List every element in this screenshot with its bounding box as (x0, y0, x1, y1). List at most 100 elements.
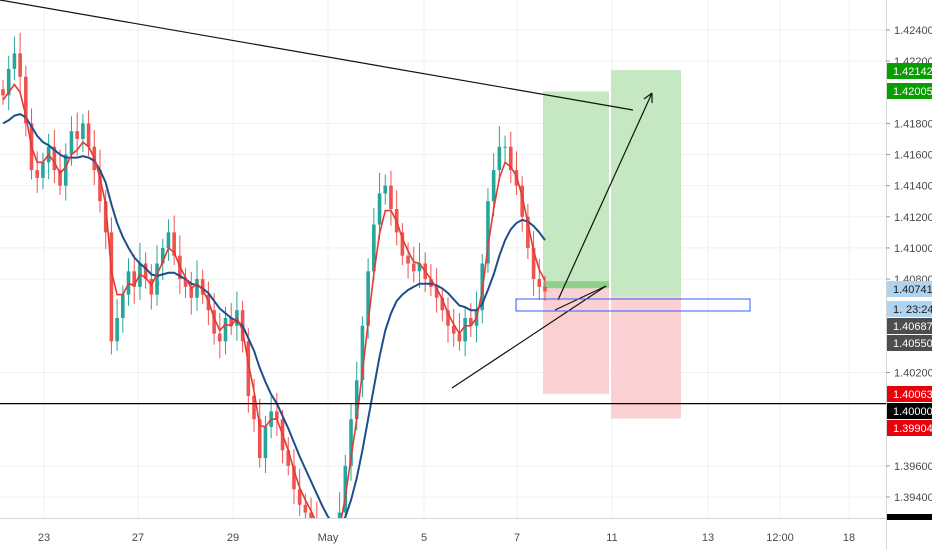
candle-body (360, 325, 365, 381)
candle-body (457, 333, 462, 342)
candle-body (463, 317, 467, 342)
current-price-badge[interactable] (887, 301, 904, 317)
candle-body (246, 341, 251, 396)
candle-body (406, 255, 410, 264)
price-tick-label: 1.42400 (894, 25, 932, 37)
price-badge-label: 1.42142 (893, 66, 932, 78)
supply-demand-zone[interactable] (515, 298, 751, 312)
candle-body (537, 279, 542, 287)
candle-body (451, 325, 456, 334)
candle-body (109, 232, 114, 342)
candle-body (389, 185, 393, 210)
candle-body (75, 131, 79, 139)
time-tick-label: 13 (702, 532, 714, 544)
time-axis[interactable]: 23 27 29 May 5 7 11 13 12:00 18 (0, 518, 932, 550)
price-badge-label: 1.40687 (893, 321, 932, 333)
trendline-support[interactable] (451, 285, 607, 389)
candle-body (6, 68, 11, 96)
candle-body (35, 170, 40, 178)
candle-body (41, 162, 45, 178)
candle-body (103, 201, 108, 233)
price-badge[interactable] (887, 318, 932, 334)
price-tick-label: 1.39600 (894, 461, 932, 473)
candle-body (497, 146, 502, 171)
candle-body (223, 317, 228, 342)
candle-body (372, 224, 376, 272)
price-badge[interactable] (887, 83, 932, 99)
candle-body (503, 146, 507, 148)
moving-average-slow (2, 113, 546, 527)
time-tick-label: 5 (421, 532, 427, 544)
arrow-head-icon (643, 92, 653, 103)
price-tick-label: 1.39400 (894, 492, 932, 504)
price-badge[interactable] (887, 386, 932, 402)
candle-body (143, 263, 148, 280)
time-axis-bg (0, 518, 932, 550)
projection-line[interactable] (554, 285, 607, 311)
time-tick-label: 23 (38, 532, 50, 544)
candle-body (309, 512, 313, 521)
moving-average-fast (2, 83, 546, 545)
candle-body (24, 76, 28, 124)
price-tick-label: 1.41000 (894, 243, 932, 255)
candle-body (297, 489, 302, 505)
candle-body (257, 419, 262, 459)
projection-arrow[interactable] (557, 92, 653, 301)
price-badge[interactable] (887, 335, 932, 351)
drawings[interactable] (0, 0, 886, 405)
candle-body (417, 263, 422, 272)
price-tick-label: 1.41800 (894, 118, 932, 130)
candle-body (121, 294, 125, 318)
candle-body (263, 426, 268, 459)
candle-body (520, 185, 524, 217)
candle-body (172, 232, 176, 256)
price-badge-label: 1.42005 (893, 86, 932, 98)
price-badge[interactable] (887, 403, 932, 419)
axis-corner-marker (887, 514, 932, 520)
position-boxes[interactable] (543, 70, 681, 419)
time-tick-label: May (318, 532, 339, 544)
candle-body (229, 317, 234, 326)
price-tick-label: 1.40200 (894, 367, 932, 379)
current-price-label: 1. (893, 304, 902, 316)
candle-body (195, 279, 199, 298)
loss-zone[interactable] (611, 296, 681, 419)
candle-body (275, 411, 279, 420)
candle-body (434, 286, 439, 298)
candle-body (366, 271, 370, 326)
candle-body (212, 310, 216, 334)
countdown-badge[interactable] (904, 301, 932, 317)
price-badge[interactable] (887, 281, 932, 297)
countdown-label: 23:24 (906, 304, 932, 316)
candle-body (349, 419, 353, 466)
price-axis[interactable]: 1.424001.422001.418001.416001.414001.412… (886, 0, 932, 550)
candle-body (18, 53, 22, 77)
candle-body (354, 380, 359, 420)
profit-zone[interactable] (543, 91, 609, 289)
loss-zone[interactable] (543, 288, 609, 394)
candle-body (218, 333, 222, 342)
candle-body (292, 465, 296, 490)
trendline-resistance[interactable] (0, 0, 634, 111)
price-badge-label: 1.40741 (893, 284, 932, 296)
candle-body (155, 263, 159, 295)
price-badge-label: 1.40000 (893, 406, 932, 418)
candle-body (52, 146, 57, 171)
time-tick-label: 29 (227, 532, 239, 544)
profit-zone[interactable] (611, 70, 681, 297)
candle-body (1, 89, 5, 96)
candle-body (303, 504, 308, 513)
price-badge[interactable] (887, 63, 932, 79)
candle-body (252, 395, 256, 420)
price-tick-label: 1.41400 (894, 181, 932, 193)
candle-body (343, 465, 348, 513)
candle-body (98, 170, 102, 202)
candle-body (183, 279, 188, 287)
candle-body (115, 317, 119, 342)
candle-body (383, 185, 388, 194)
candle-body (411, 263, 416, 272)
candle-body (491, 170, 496, 202)
price-badge[interactable] (887, 420, 932, 436)
time-tick-label: 12:00 (766, 532, 794, 544)
